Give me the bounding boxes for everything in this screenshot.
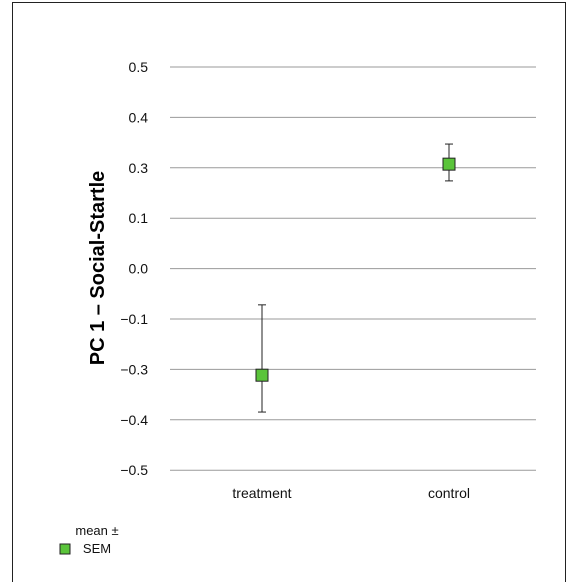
y-tick-label: −0.3 — [120, 361, 148, 377]
legend-marker — [59, 543, 71, 555]
y-tick-label: 0.5 — [129, 59, 149, 75]
legend-label-line1: mean ± — [75, 523, 118, 538]
y-tick-labels: 0.5 0.4 0.3 0.1 0.0 −0.1 −0.3 −0.4 −0.5 — [120, 59, 148, 478]
y-tick-label: −0.1 — [120, 311, 148, 327]
legend: mean ± SEM — [59, 523, 119, 556]
y-tick-label: −0.5 — [120, 462, 148, 478]
y-axis-label: PC 1 – Social-Startle — [87, 171, 109, 366]
y-tick-label: 0.4 — [129, 109, 149, 125]
mean-marker — [442, 157, 456, 171]
y-tick-label: 0.1 — [129, 210, 149, 226]
y-tick-label: −0.4 — [120, 412, 148, 428]
x-category-labels: treatment control — [232, 485, 470, 501]
chart-frame — [12, 2, 566, 582]
y-tick-label: 0.3 — [129, 160, 149, 176]
mean-markers — [255, 157, 456, 382]
y-tick-label: 0.0 — [129, 261, 149, 277]
error-bars — [258, 143, 453, 413]
legend-label-line2: SEM — [83, 541, 111, 556]
gridlines — [170, 66, 536, 471]
x-category-label: treatment — [232, 485, 291, 501]
x-category-label: control — [428, 485, 470, 501]
mean-marker — [255, 368, 269, 382]
